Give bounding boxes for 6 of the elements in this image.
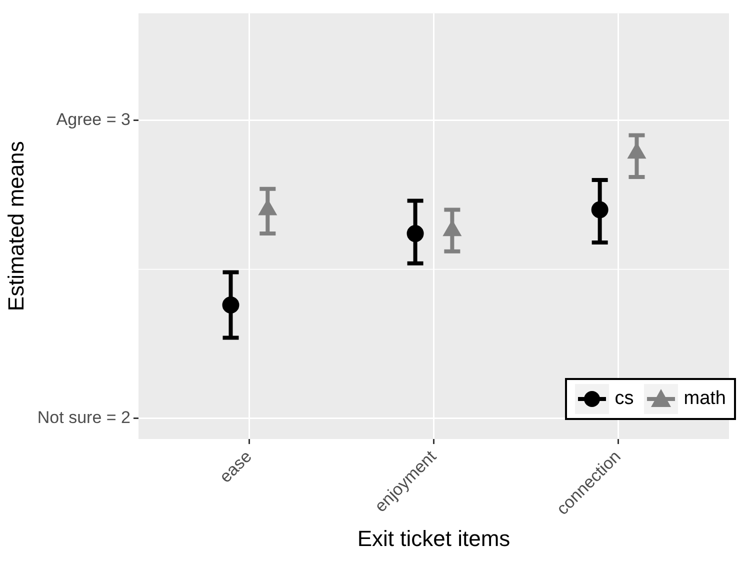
legend-label: cs bbox=[614, 388, 634, 410]
y-tick-label: Not sure = 2 bbox=[37, 408, 130, 427]
legend-label: math bbox=[684, 388, 726, 410]
y-tick-label: Agree = 3 bbox=[56, 110, 130, 130]
x-axis-title: Exit ticket items bbox=[357, 526, 510, 551]
y-axis-title: Estimated means bbox=[3, 141, 28, 312]
